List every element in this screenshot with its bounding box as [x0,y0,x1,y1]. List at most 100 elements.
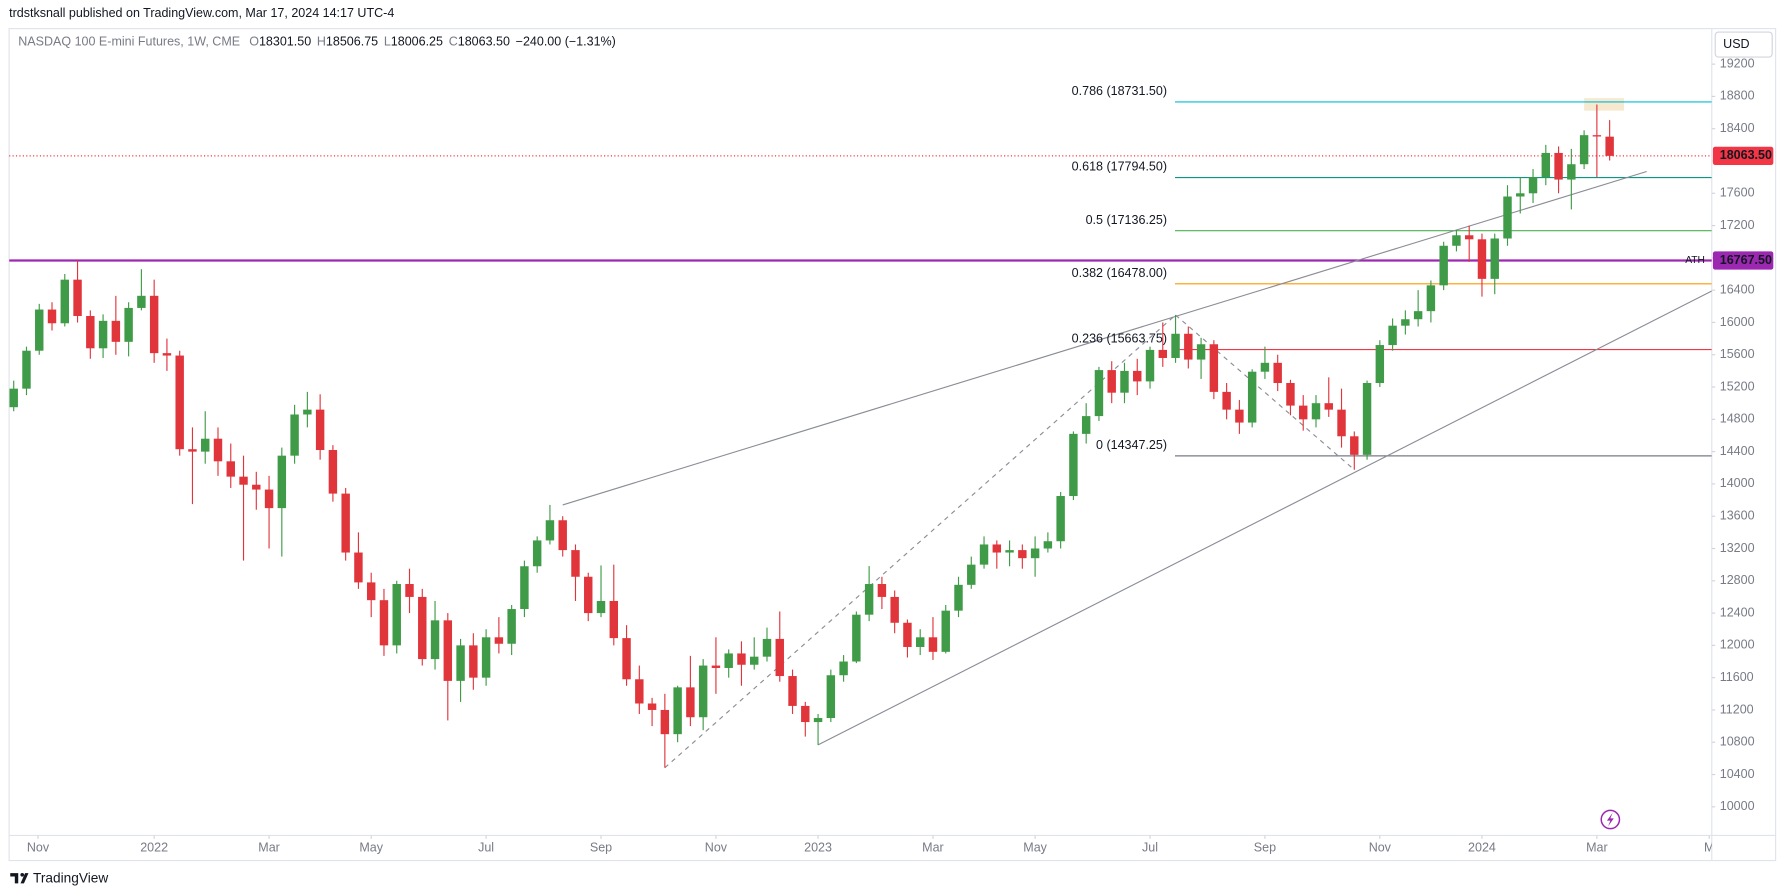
candle-body [264,489,274,509]
candle-body [1503,196,1512,239]
candle-body [341,493,350,553]
change: −240.00 (−1.31%) [516,35,616,49]
candle-body [1413,311,1423,320]
candle-body [954,584,963,611]
candle-body [750,656,759,665]
candle-body [673,687,682,735]
candle-body [47,309,57,324]
candle-body [1528,177,1538,194]
y-tick-label: 15200 [1720,379,1755,393]
trendline [664,314,1176,769]
candle-body [1222,391,1231,410]
time-axis: Nov 2022 Mar May Jul Sep Nov 2023 Mar May Jul Sep No… [27,835,1712,854]
candle-body [864,584,874,615]
candle-body [1452,235,1461,246]
candle-body [635,679,644,704]
candle-body [584,576,593,614]
fib-label: 0.5 (17136.25) [1086,213,1167,227]
x-tick-label: Mar [258,840,280,854]
candle-body [1069,433,1078,497]
candle-body [1388,325,1397,346]
last-price-tag-label: 18063.50 [1720,148,1772,162]
candle-body [775,638,784,677]
candle-body [1567,164,1576,180]
candle-body [328,450,338,494]
candle-body [507,609,516,644]
brand-logo[interactable]: TradingView [10,870,108,885]
candle-body [737,653,746,665]
candle-body [1107,370,1116,393]
x-tick-label: May [1023,840,1047,854]
candle-body [1490,238,1499,279]
candle-body [1579,135,1589,165]
candle-body [1516,193,1525,197]
candle-body [596,600,606,614]
y-tick-label: 11600 [1720,670,1754,684]
candle-body [252,484,261,490]
ath-label: ATH [1685,255,1705,266]
y-tick-label: 17600 [1720,186,1755,200]
fib-label: 0.236 (15663.75) [1072,332,1167,346]
trendline [817,290,1712,746]
lightning-icon[interactable] [1600,809,1621,830]
candle-body [1196,344,1206,360]
x-tick-label: Nov [1369,840,1392,854]
candle-body [801,705,810,723]
fib-label: 0 (14347.25) [1096,438,1167,452]
candle-body [1362,383,1372,455]
symbol-title: NASDAQ 100 E-mini Futures, 1W, CME [18,35,240,49]
x-tick-label: Nov [705,840,728,854]
y-tick-label: 12800 [1720,573,1755,587]
candle-body [1311,403,1321,420]
candle-body [1235,409,1244,423]
y-tick-label: 12000 [1720,638,1755,652]
candle-body [1158,349,1167,358]
candle-body [545,520,555,541]
plot-area [9,101,1712,769]
x-tick-label: 2022 [140,840,168,854]
ohlc-key: H [317,35,326,49]
candle-body [915,637,925,647]
candle-body [188,449,197,452]
x-tick-label: Sep [590,840,612,854]
currency-button[interactable] [1714,31,1773,58]
y-tick-label: 14800 [1720,412,1755,426]
candle-body [1030,548,1040,559]
candle-body [86,315,95,349]
highlight-box [1584,98,1625,111]
trendline [1175,314,1355,471]
ohlc-key: C [449,35,458,49]
candle-body [1171,333,1180,358]
candle-body [162,353,172,356]
candle-body [1260,362,1270,372]
candle-body [213,438,223,462]
currency: USD [1723,37,1749,51]
candle-body [558,520,567,551]
y-tick-label: 15600 [1720,347,1755,361]
candle-body [73,279,82,316]
candle-body [941,610,950,652]
ohlc-value: 18006.25 [391,35,443,49]
candle-body [418,596,427,660]
candle-body [469,645,478,678]
candle-body [201,438,210,452]
publish-note: trdstksnall published on TradingView.com… [9,6,394,20]
candle-body [1324,403,1333,410]
candle-body [1005,550,1014,553]
candle-body [1273,362,1282,384]
ohlc-key: L [384,35,391,49]
x-tick-label: Mar [922,840,944,854]
candle-body [290,414,299,456]
y-tick-label: 16400 [1720,282,1755,296]
candle-body [35,309,44,351]
x-tick-label: Mar [1586,840,1608,854]
candle-body [686,687,695,718]
candle-body [1286,383,1295,406]
y-tick-label: 13600 [1720,509,1755,523]
candle-body [1299,405,1308,420]
y-tick-label: 16000 [1720,315,1755,329]
candle-body [22,350,31,389]
candle-body [9,388,18,408]
x-tick-label: 2023 [804,840,832,854]
y-tick-label: 13200 [1720,541,1755,555]
